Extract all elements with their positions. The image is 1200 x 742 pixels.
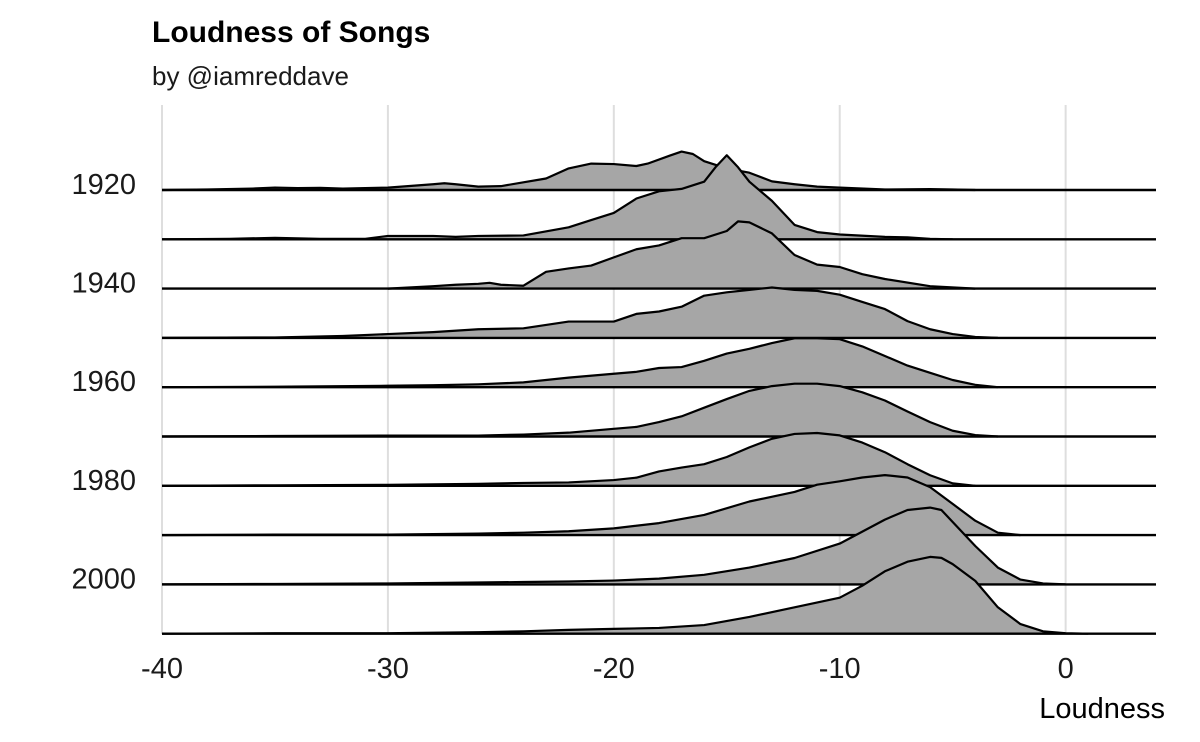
x-axis-ticks: -40 -30 -20 -10 0 [141, 653, 1074, 685]
ridge-area [162, 507, 1066, 585]
ridge-area [162, 433, 976, 486]
ridge-outline [161, 555, 1089, 635]
ridge-area [162, 556, 1089, 634]
ridge-1930 [161, 154, 1156, 241]
chart-title: Loudness of Songs [152, 16, 430, 49]
chart-subtitle: by @iamreddave [152, 61, 349, 91]
ridge-1980 [161, 431, 1156, 487]
ridge-1940 [162, 220, 1156, 290]
ridge-1960 [161, 337, 1156, 389]
y-tick-label: 1960 [71, 366, 136, 398]
ridge-outline [161, 150, 976, 192]
ridge-outline [161, 286, 998, 339]
ridge-1990 [161, 474, 1156, 537]
ridge-2010 [161, 555, 1156, 635]
ridge-area [162, 338, 998, 388]
x-tick-label: -40 [141, 653, 183, 685]
ridge-area [162, 383, 998, 437]
ridge-outline [161, 431, 976, 487]
ridge-area [162, 155, 953, 240]
x-axis-title: Loudness [1039, 693, 1165, 725]
x-tick-label: 0 [1058, 653, 1074, 685]
ridge-area [162, 475, 1021, 536]
ridge-area [387, 221, 976, 289]
y-tick-label: 1920 [71, 169, 136, 201]
ridge-outline [387, 220, 976, 290]
ridge-outline [161, 506, 1066, 586]
ridge-1970 [161, 382, 1156, 438]
x-tick-label: -20 [593, 653, 635, 685]
x-tick-label: -30 [367, 653, 409, 685]
y-tick-label: 1940 [71, 268, 136, 300]
y-axis-ticks: 1920 1940 1960 1980 2000 [71, 169, 136, 595]
ridge-1920 [161, 150, 1156, 192]
ridge-area [162, 151, 976, 190]
ridge-outline [161, 337, 998, 389]
ridges [161, 150, 1156, 635]
ridge-outline [161, 154, 953, 241]
ridge-1950 [161, 286, 1156, 340]
ridge-area [162, 287, 998, 338]
x-tick-label: -10 [819, 653, 861, 685]
y-tick-label: 1980 [71, 465, 136, 497]
y-tick-label: 2000 [71, 563, 136, 595]
ridge-2000 [161, 506, 1156, 586]
